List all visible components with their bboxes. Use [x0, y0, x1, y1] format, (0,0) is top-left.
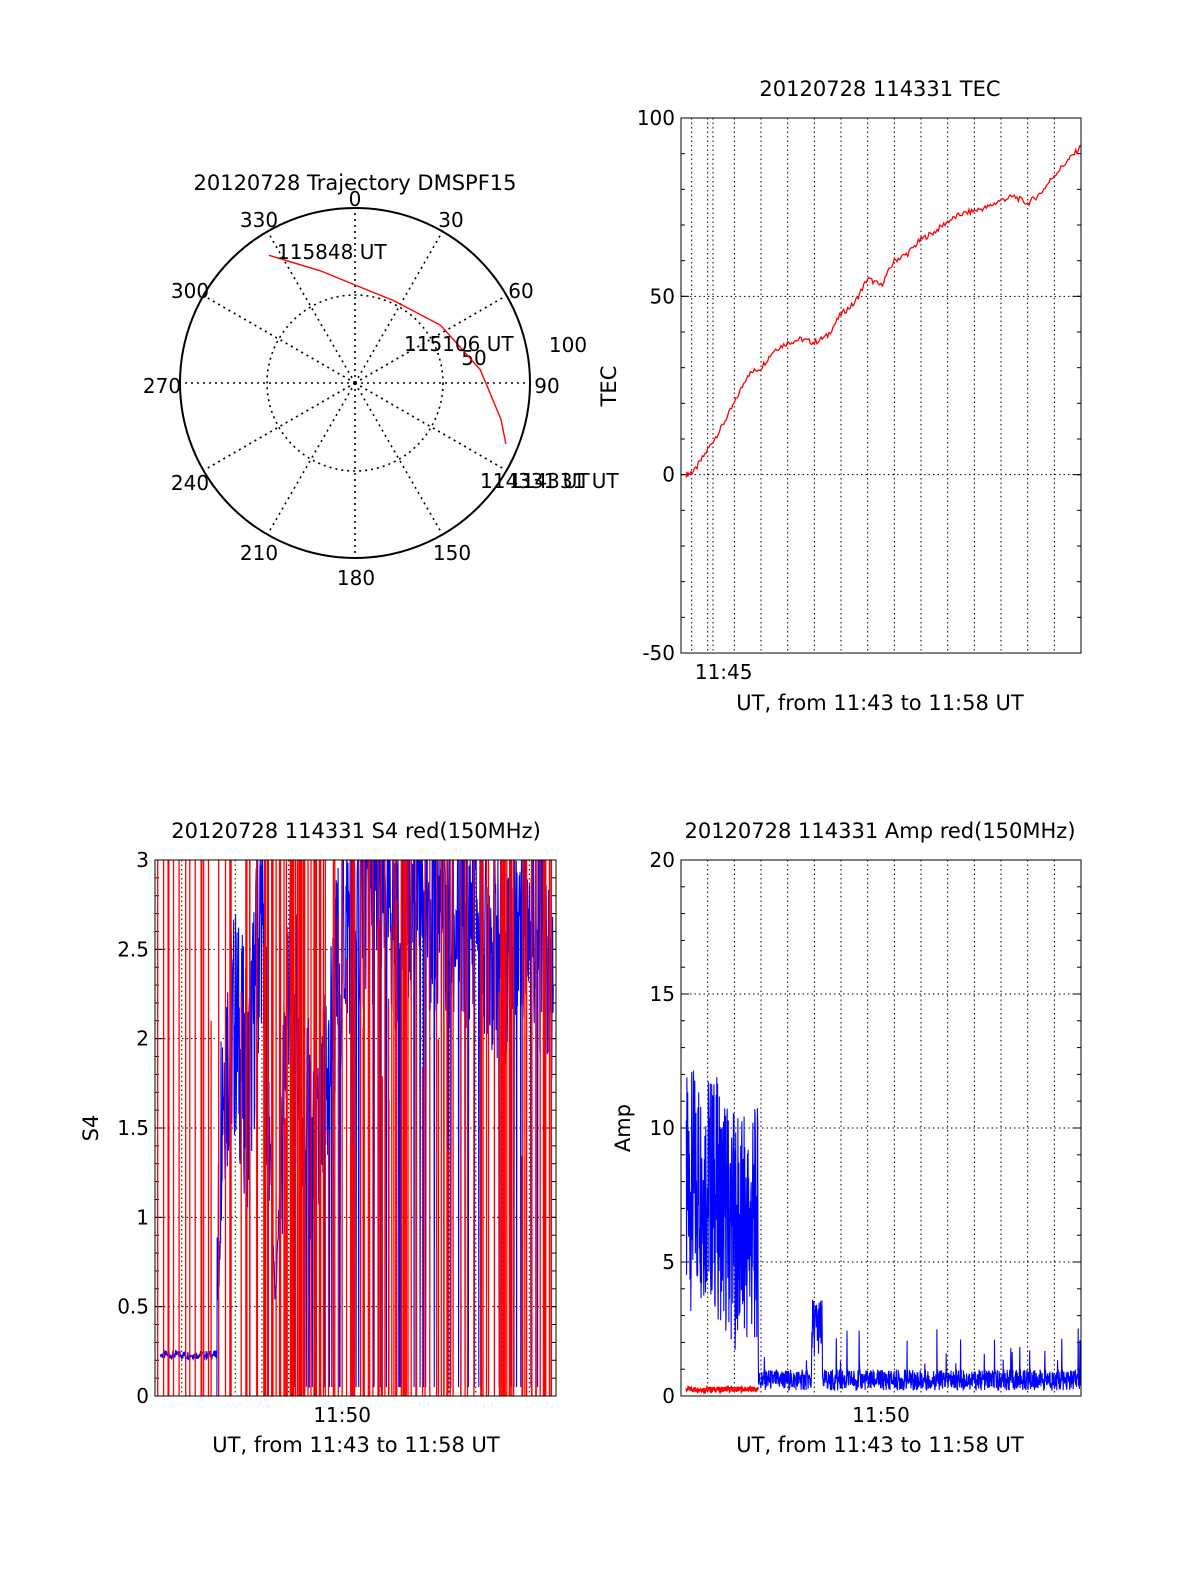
azimuth-label: 210: [240, 541, 278, 565]
polar-spoke: [203, 294, 356, 384]
y-tick-label: 20: [650, 848, 675, 872]
azimuth-label: 30: [438, 208, 463, 232]
polar-spoke: [354, 382, 444, 535]
tec-ylabel: TEC: [597, 366, 621, 408]
azimuth-label: 270: [143, 374, 181, 398]
amp-ylabel: Amp: [611, 1104, 635, 1152]
y-tick-label: -50: [642, 641, 675, 665]
trajectory-title: 20120728 Trajectory DMSPF15: [193, 171, 516, 195]
x-tick-label: 11:50: [852, 1403, 910, 1427]
y-tick-label: 1.5: [117, 1116, 149, 1140]
amp-plot: 20120728 114331 Amp red(150MHz) UT, from…: [611, 819, 1082, 1457]
polar-spoke: [266, 382, 356, 535]
trajectory-line: [268, 254, 507, 445]
trajectory-annotation: 115848 UT: [277, 240, 387, 264]
x-tick-label: 11:45: [695, 660, 753, 684]
polar-spoke: [203, 382, 356, 472]
trajectory-annotation: 114331 UT: [480, 469, 590, 493]
tec-xlabel: UT, from 11:43 to 11:58 UT: [736, 691, 1024, 715]
radius-label: 100: [549, 333, 587, 357]
y-tick-label: 0: [136, 1384, 149, 1408]
plot-frame: [680, 117, 1082, 654]
s4-red-series: [157, 860, 553, 1396]
azimuth-label: 150: [433, 541, 471, 565]
azimuth-label: 300: [171, 279, 209, 303]
polar-spoke: [266, 231, 356, 384]
y-tick-label: 2.5: [117, 937, 149, 961]
tec-plot: 20120728 114331 TEC UT, from 11:43 to 11…: [597, 77, 1082, 715]
amp-xlabel: UT, from 11:43 to 11:58 UT: [736, 1433, 1024, 1457]
amp-red-series: [685, 1384, 760, 1395]
polar-inner-circle: [266, 294, 444, 472]
azimuth-label: 90: [534, 374, 559, 398]
azimuth-label: 180: [337, 566, 375, 590]
y-tick-label: 2: [136, 1027, 149, 1051]
y-tick-label: 0: [662, 463, 675, 487]
amp-title: 20120728 114331 Amp red(150MHz): [684, 819, 1075, 843]
polar-spoke: [354, 294, 507, 384]
y-tick-label: 3: [136, 848, 149, 872]
radius-label: 50: [461, 346, 486, 370]
azimuth-label: 330: [240, 208, 278, 232]
s4-xlabel: UT, from 11:43 to 11:58 UT: [212, 1433, 500, 1457]
amp-blue-series: [685, 1070, 1082, 1392]
s4-plot: 20120728 114331 S4 red(150MHz) UT, from …: [79, 819, 557, 1457]
plot-frame: [680, 859, 1082, 1397]
y-tick-label: 1: [136, 1205, 149, 1229]
y-tick-label: 15: [650, 982, 675, 1006]
azimuth-label: 0: [349, 187, 362, 211]
x-tick-label: 11:50: [313, 1403, 371, 1427]
tec-series-line: [685, 144, 1082, 478]
azimuth-label: 240: [171, 471, 209, 495]
s4-ylabel: S4: [79, 1115, 103, 1142]
trajectory-polar-plot: 20120728 Trajectory DMSPF15 0 30 60 90 150 18…: [143, 171, 619, 590]
s4-title: 20120728 114331 S4 red(150MHz): [171, 819, 541, 843]
y-tick-label: 0.5: [117, 1295, 149, 1319]
trajectory-annotation: 114331 UT: [509, 469, 619, 493]
y-tick-label: 10: [650, 1116, 675, 1140]
trajectory-annotation: 115106 UT: [404, 332, 514, 356]
y-tick-label: 0: [662, 1384, 675, 1408]
y-tick-label: 5: [662, 1250, 675, 1274]
plot-frame: [154, 859, 557, 1397]
polar-spoke: [354, 382, 507, 472]
y-tick-label: 100: [637, 106, 675, 130]
y-tick-label: 50: [650, 284, 675, 308]
polar-spoke: [354, 231, 444, 384]
tec-title: 20120728 114331 TEC: [759, 77, 1000, 101]
s4-blue-baseline: [159, 1349, 218, 1361]
azimuth-label: 60: [508, 279, 533, 303]
